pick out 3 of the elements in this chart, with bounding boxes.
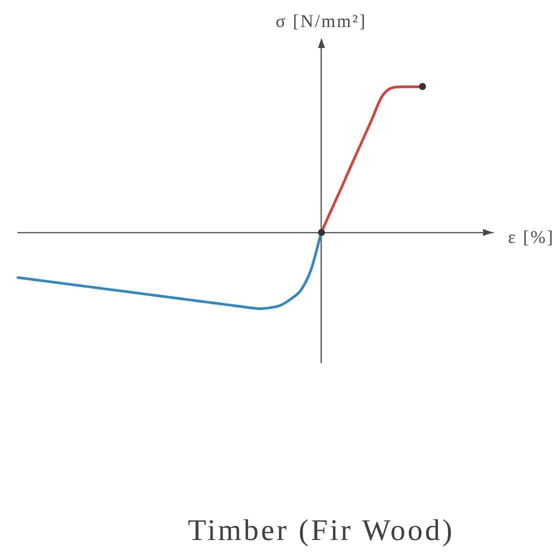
- text: Timber (Fir Wood): [188, 514, 455, 547]
- x-axis-title: ε [%]: [508, 226, 554, 247]
- y-axis-title: σ [N/mm²]: [276, 11, 367, 31]
